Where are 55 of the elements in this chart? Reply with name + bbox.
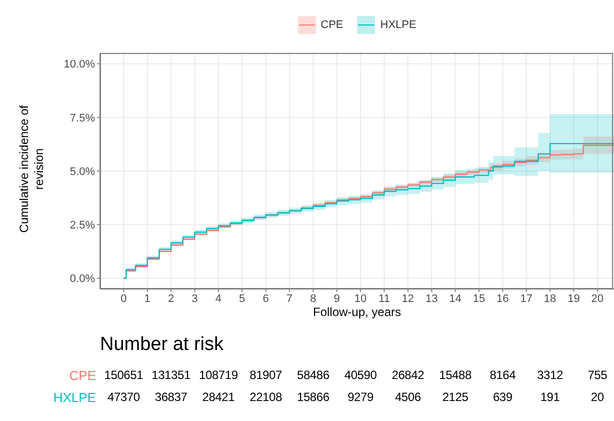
x-tick-label: 19 — [568, 292, 580, 305]
y-tick-label: 7.5% — [70, 112, 96, 124]
data-label: 36837 — [148, 388, 194, 408]
data-label: 755 — [574, 366, 614, 386]
y-tick-label: 5.0% — [70, 166, 96, 178]
x-tick-label: 8 — [310, 292, 316, 305]
y-axis-title: Cumulative incidence of revision — [17, 104, 47, 235]
x-tick-label: 10 — [354, 292, 367, 305]
x-tick-label: 5 — [239, 292, 246, 305]
x-tick-label: 4 — [215, 292, 222, 305]
data-label: 40590 — [337, 366, 384, 386]
x-tick-label: 0 — [120, 292, 127, 305]
data-label: 191 — [526, 388, 574, 408]
x-tick-label: 15 — [472, 292, 486, 305]
x-tick-label: 11 — [378, 292, 390, 305]
data-label: 28421 — [195, 388, 242, 408]
data-label: 108719 — [195, 366, 242, 386]
x-tick-label: 7 — [286, 292, 293, 305]
x-tick-label: 20 — [591, 292, 604, 305]
data-label: 131351 — [148, 366, 194, 386]
data-label: 3312 — [526, 366, 574, 386]
legend-label: HXLPE — [380, 19, 416, 31]
y-tick-label: 0.0% — [70, 273, 96, 286]
legend-label: CPE — [320, 19, 344, 31]
x-tick-label: 18 — [544, 292, 556, 305]
x-tick-label: 9 — [334, 292, 340, 305]
data-label: 20 — [574, 388, 614, 408]
x-tick-label: 14 — [449, 292, 462, 305]
data-label: 8164 — [479, 366, 526, 386]
x-tick-label: 2 — [168, 292, 174, 305]
x-tick-label: 3 — [192, 292, 198, 305]
data-label: 58486 — [290, 366, 336, 386]
data-label: 639 — [479, 388, 526, 408]
data-label: 150651 — [100, 366, 147, 386]
y-tick-label: HXLPE — [53, 390, 96, 405]
x-tick-label: 16 — [496, 292, 509, 305]
data-label: 4506 — [384, 388, 432, 408]
data-label: 2125 — [432, 388, 478, 408]
y-tick-label: 2.5% — [70, 220, 96, 232]
data-label: 47370 — [100, 388, 147, 408]
data-label: 15488 — [432, 366, 478, 386]
x-tick-label: 17 — [520, 292, 532, 305]
data-label: 9279 — [337, 388, 384, 408]
data-label: 22108 — [242, 388, 289, 408]
y-tick-label: 10.0% — [64, 58, 96, 71]
x-tick-label: 6 — [262, 292, 269, 305]
x-tick-label: 12 — [402, 292, 414, 305]
x-axis-title: Follow-up, years — [312, 305, 402, 319]
x-tick-label: 13 — [425, 292, 438, 305]
y-tick-label: CPE — [69, 368, 96, 383]
data-label: 26842 — [384, 366, 432, 386]
data-label: 15866 — [290, 388, 336, 408]
data-label: 81907 — [242, 366, 289, 386]
x-tick-label: 1 — [144, 292, 150, 305]
chart-title: Number at risk — [100, 334, 224, 356]
